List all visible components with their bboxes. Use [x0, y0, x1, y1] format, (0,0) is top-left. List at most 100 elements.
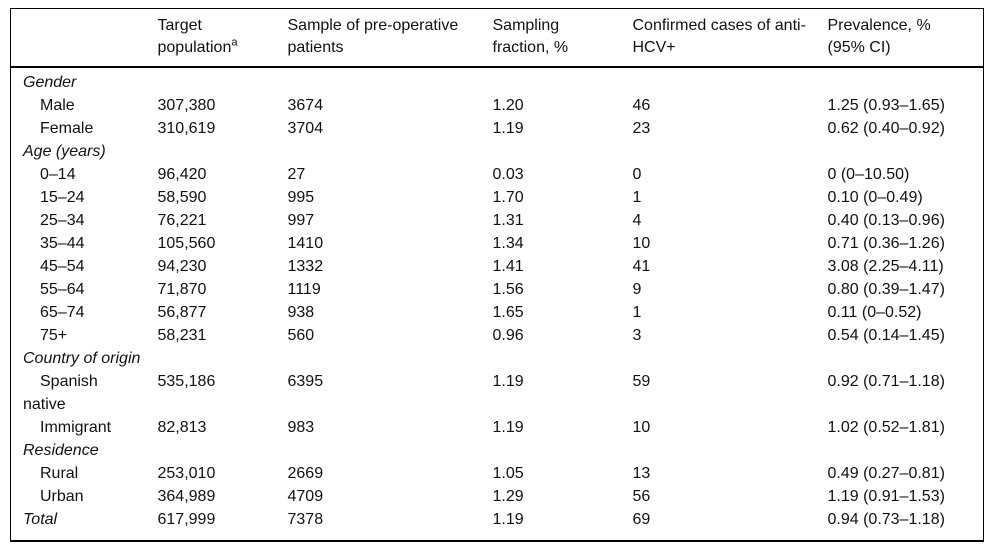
data-cell-confirmed-cases: 56	[632, 488, 651, 505]
data-cell-prevalence: 0 (0–10.50)	[827, 166, 910, 183]
table-row: Female 310,619 3704 1.19 23 0.62 (0.40–0.92)	[11, 117, 984, 140]
data-cell-sampling-fraction	[493, 439, 633, 462]
table-row: 0–14 96,420 27 0.03 0 0 (0–10.50)	[11, 163, 984, 186]
data-cell-sample: 3674	[287, 97, 324, 114]
data-cell-confirmed-cases: 10	[632, 419, 651, 436]
data-cell-prevalence	[828, 140, 984, 163]
data-cell-sampling-fraction: 0.03	[492, 166, 524, 183]
data-cell-prevalence: 0.49 (0.27–0.81)	[827, 465, 945, 482]
data-cell-sampling-fraction: 1.20	[492, 97, 524, 114]
section-row: Country of origin	[11, 347, 984, 370]
data-cell-prevalence	[828, 67, 984, 94]
data-cell-prevalence: 0.11 (0–0.52)	[827, 304, 922, 321]
data-cell-sample	[288, 439, 493, 462]
data-cell-confirmed-cases: 10	[632, 235, 651, 252]
table-body: Gender Male 307,380 3674 1.20 46 1.25 (0.93–1.…	[11, 67, 984, 541]
table-row: Urban 364,989 4709 1.29 56 1.19 (0.91–1.53)	[11, 485, 984, 508]
table-row: 75+ 58,231 560 0.96 3 0.54 (0.14–1.45)	[11, 324, 984, 347]
data-cell-target-population: 105,560	[157, 235, 216, 252]
data-cell-target-population: 307,380	[157, 97, 216, 114]
data-cell-sample: 560	[287, 327, 315, 344]
data-cell-confirmed-cases: 9	[632, 281, 642, 298]
data-cell-target-population: 71,870	[157, 281, 207, 298]
column-header-label: Target population	[157, 17, 232, 56]
column-header-label	[11, 9, 158, 68]
data-cell-prevalence: 1.25 (0.93–1.65)	[827, 97, 945, 114]
data-cell-target-population	[158, 140, 288, 163]
data-cell-sampling-fraction: 1.31	[492, 212, 524, 229]
row-label-cell: 55–64	[40, 281, 85, 298]
data-cell-sample: 6395	[287, 373, 324, 390]
data-cell-target-population	[158, 347, 288, 370]
data-cell-sampling-fraction	[493, 347, 633, 370]
row-label-cell: Gender	[23, 74, 77, 91]
footnote-superscript: a	[231, 36, 238, 49]
column-header-label: Sampling fraction, %	[492, 17, 569, 56]
data-cell-sampling-fraction: 1.41	[492, 258, 524, 275]
data-cell-prevalence: 0.40 (0.13–0.96)	[827, 212, 945, 229]
data-cell-confirmed-cases	[633, 439, 828, 462]
column-header-sample: Sample of pre-operative patients	[288, 9, 493, 68]
data-cell-sampling-fraction: 1.56	[492, 281, 524, 298]
data-cell-sampling-fraction: 1.05	[492, 465, 524, 482]
table-row: Male 307,380 3674 1.20 46 1.25 (0.93–1.65)	[11, 94, 984, 117]
data-cell-sample: 997	[287, 212, 315, 229]
data-cell-sample: 27	[287, 166, 306, 183]
data-cell-sampling-fraction: 1.65	[492, 304, 524, 321]
data-cell-prevalence: 0.92 (0.71–1.18)	[827, 373, 945, 390]
data-cell-target-population: 535,186	[157, 373, 216, 390]
row-label-cell: Age (years)	[23, 143, 106, 160]
data-cell-prevalence: 0.10 (0–0.49)	[827, 189, 923, 206]
row-label-cell: Male	[40, 97, 75, 114]
data-cell-target-population: 56,877	[157, 304, 207, 321]
data-cell-sample: 7378	[287, 511, 324, 528]
data-cell-target-population: 76,221	[157, 212, 207, 229]
data-cell-target-population: 58,590	[157, 189, 207, 206]
data-cell-sample: 938	[287, 304, 315, 321]
table-row: 65–74 56,877 938 1.65 1 0.11 (0–0.52)	[11, 301, 984, 324]
section-row: Residence	[11, 439, 984, 462]
column-header-label: Prevalence, % (95% CI)	[827, 17, 931, 56]
data-cell-confirmed-cases: 1	[632, 189, 642, 206]
data-cell-target-population: 94,230	[157, 258, 207, 275]
table-header: Target populationa Sample of pre-operativ…	[10, 9, 984, 68]
data-cell-prevalence: 1.02 (0.52–1.81)	[827, 419, 945, 436]
data-cell-prevalence	[828, 347, 984, 370]
data-cell-sample: 1119	[287, 281, 321, 298]
data-cell-confirmed-cases: 4	[632, 212, 642, 229]
column-header-label: Confirmed cases of anti- HCV+	[632, 17, 806, 56]
data-cell-prevalence: 1.19 (0.91–1.53)	[827, 488, 945, 505]
data-cell-sample: 4709	[287, 488, 324, 505]
data-cell-target-population: 364,989	[157, 488, 216, 505]
table-row: 25–34 76,221 997 1.31 4 0.40 (0.13–0.96)	[11, 209, 984, 232]
table-row: Immigrant 82,813 983 1.19 10 1.02 (0.52–1.81)	[11, 416, 984, 439]
data-cell-confirmed-cases: 0	[632, 166, 642, 183]
row-label-cell: 45–54	[40, 258, 85, 275]
row-label-cell: Country of origin	[23, 350, 141, 367]
data-cell-sampling-fraction	[493, 67, 633, 94]
data-cell-sample	[288, 67, 493, 94]
data-cell-prevalence: 3.08 (2.25–4.11)	[827, 258, 944, 275]
data-cell-confirmed-cases	[633, 67, 828, 94]
row-label-cell: Rural	[40, 465, 79, 482]
table-row: 55–64 71,870 1119 1.56 9 0.80 (0.39–1.47)	[11, 278, 984, 301]
data-cell-confirmed-cases: 59	[632, 373, 651, 390]
row-label-cell: Residence	[23, 442, 99, 459]
row-label-cell: Total	[23, 511, 58, 528]
row-label-cell: Immigrant	[40, 419, 112, 436]
data-cell-sampling-fraction: 1.19	[492, 120, 524, 137]
data-cell-sample: 3704	[287, 120, 324, 137]
data-cell-sample: 1410	[287, 235, 324, 252]
row-label-cell: 15–24	[40, 189, 85, 206]
row-label-cell: Female	[40, 120, 94, 137]
column-header-label: Sample of pre-operative patients	[287, 17, 459, 56]
data-cell-confirmed-cases: 69	[632, 511, 651, 528]
data-cell-sampling-fraction: 1.19	[492, 419, 524, 436]
data-cell-sampling-fraction: 1.29	[492, 488, 524, 505]
column-header-confirmed-cases: Confirmed cases of anti- HCV+	[633, 9, 828, 68]
row-label-cell: 65–74	[40, 304, 85, 321]
data-cell-sample: 995	[287, 189, 315, 206]
section-row: Age (years)	[11, 140, 984, 163]
table-row: Spanish native 535,186 6395 1.19 59 0.92 (0.7…	[11, 370, 984, 416]
row-label-cell: Spanish native	[23, 373, 98, 413]
